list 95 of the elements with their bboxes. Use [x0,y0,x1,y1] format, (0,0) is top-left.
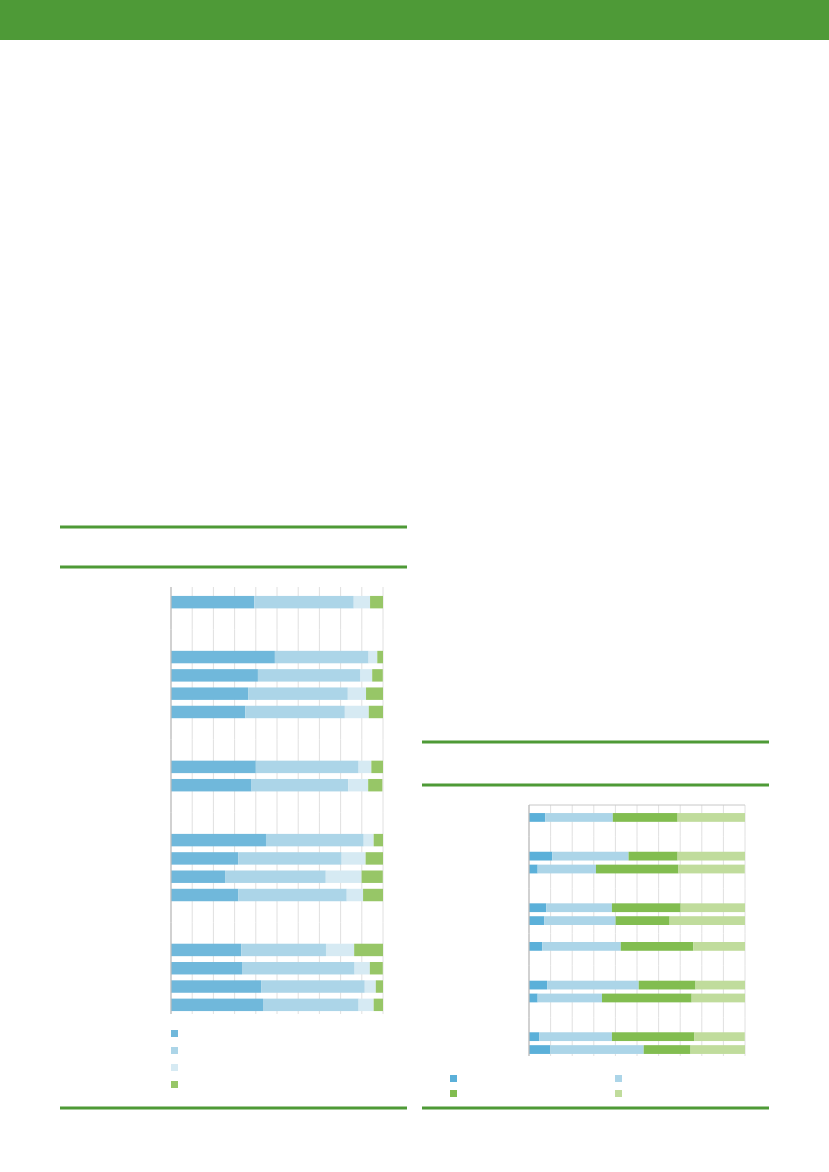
bar [171,980,262,993]
bar [171,778,252,792]
bar [344,705,369,719]
bar [171,760,256,774]
bar [693,942,745,951]
bar [370,595,383,609]
bar [171,669,258,682]
bar [171,833,266,847]
bar [347,687,367,700]
bar [680,903,745,913]
bar [171,870,226,883]
bar [529,851,553,861]
bar [529,903,547,913]
bar [537,864,596,874]
bar [171,888,239,902]
bar [372,669,383,682]
bar [638,980,696,990]
bar [171,595,255,609]
bar [371,760,383,774]
bar [360,669,373,682]
bar [529,916,545,925]
bar [245,705,345,719]
bar [363,833,374,847]
bar [678,864,745,874]
bar [364,980,376,993]
bar [171,943,242,957]
bar [368,705,383,719]
bar [695,980,745,990]
bar [325,870,362,883]
bar [369,962,383,975]
bar [225,870,326,883]
bar [354,962,370,975]
bar [611,903,681,913]
bar [368,778,383,792]
bar [628,851,678,861]
bar [545,813,613,822]
bar [373,998,383,1012]
bar [171,962,243,975]
bar [358,998,374,1012]
bar [544,916,616,925]
bar [238,888,347,902]
bar [612,813,678,822]
bar [546,903,612,913]
bar [171,650,275,664]
bar [257,669,361,682]
bar [529,1045,551,1054]
bar [241,943,326,957]
bar [691,993,745,1003]
bar [358,760,372,774]
bar [552,851,629,861]
bar [620,942,694,951]
bar [529,942,543,951]
bar [595,864,679,874]
bar [353,595,371,609]
bar [669,916,745,925]
bar [366,687,383,700]
bar [694,1032,745,1042]
bar [550,1045,644,1054]
bar [274,650,369,664]
bar [677,851,745,861]
bar [542,942,621,951]
bar [263,998,359,1012]
bar [346,888,364,902]
bar [547,980,639,990]
bar [171,852,239,865]
bar [325,943,355,957]
bar [602,993,692,1003]
bar [255,760,359,774]
bar [537,993,603,1003]
bar [615,916,670,925]
bar [611,1032,695,1042]
bar [171,705,246,719]
bar [248,687,348,700]
bar [375,980,383,993]
bar [643,1045,691,1054]
bar [348,778,369,792]
bar [363,888,383,902]
bar [361,870,383,883]
bar [365,852,383,865]
bar [341,852,366,865]
bar [377,650,383,664]
bar [171,687,249,700]
bar [539,1032,612,1042]
bar [373,833,383,847]
bar [171,998,264,1012]
bar [254,595,354,609]
bar [529,813,546,822]
bar [238,852,342,865]
bar [242,962,355,975]
bar [677,813,745,822]
bar [261,980,365,993]
bar [354,943,383,957]
bar [251,778,349,792]
bar [690,1045,745,1054]
bar [265,833,364,847]
